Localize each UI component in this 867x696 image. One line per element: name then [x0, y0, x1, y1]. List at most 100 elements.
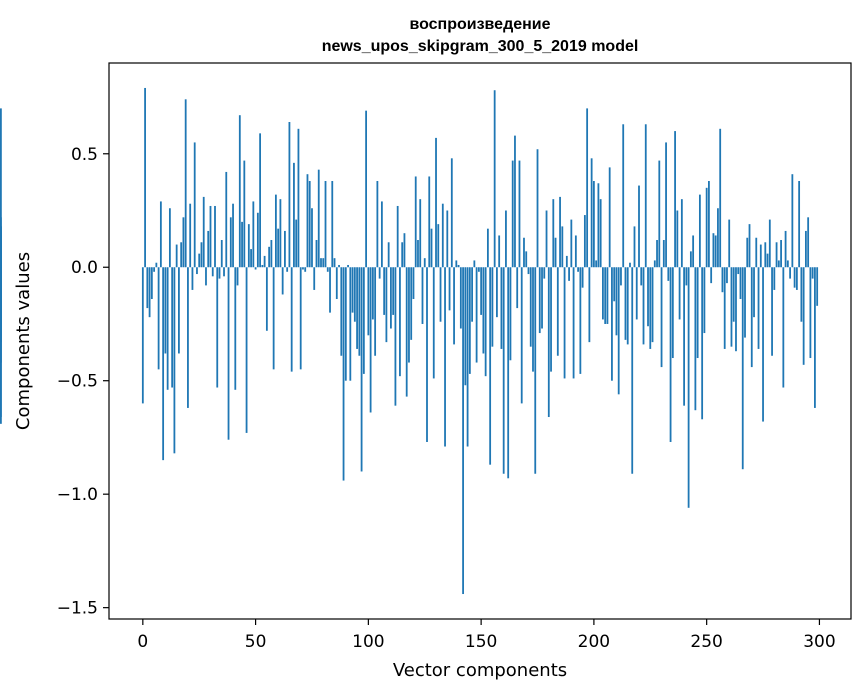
bar-170	[525, 251, 528, 268]
bar-249	[703, 267, 706, 334]
bar-223	[644, 124, 647, 268]
bar-161	[505, 210, 507, 268]
bar-213	[622, 124, 625, 268]
bar-172	[529, 267, 532, 347]
bar-1	[144, 87, 146, 268]
y-tick-label: −0.5	[57, 372, 98, 392]
bar-77	[315, 240, 318, 268]
bar-117	[405, 267, 408, 397]
bar-244	[692, 235, 695, 268]
bar-297	[811, 267, 814, 279]
bar-94	[353, 267, 356, 322]
y-tick-label: 0.0	[71, 258, 98, 278]
bar-undefined	[0, 262, 2, 268]
bar-53	[261, 264, 264, 268]
bar-38	[227, 267, 230, 440]
y-axis: −1.5 −1.0 −0.5 0.0 0.5	[57, 145, 109, 619]
bar-121	[414, 176, 417, 268]
bar-158	[498, 235, 501, 268]
bar-264	[737, 267, 740, 275]
bar-136	[448, 267, 451, 311]
bar-115	[401, 242, 404, 268]
bar-296	[809, 267, 812, 359]
bar-71	[302, 267, 304, 270]
bar-102	[371, 267, 374, 320]
bar-125	[423, 258, 426, 268]
bar-26	[200, 242, 203, 268]
bar-208	[611, 267, 613, 381]
bar-217	[631, 267, 634, 474]
bar-98	[362, 267, 365, 374]
bar-90	[344, 267, 347, 381]
bar-276	[764, 242, 767, 268]
bar-155	[491, 267, 494, 347]
bar-156	[493, 90, 496, 268]
bar-41	[234, 267, 237, 390]
bar-215	[626, 267, 629, 345]
bar-4	[150, 267, 153, 300]
bar-122	[417, 240, 419, 268]
x-tick-label: 250	[690, 632, 722, 652]
bar-267	[744, 267, 746, 338]
bar-8	[159, 201, 162, 268]
bar-97	[360, 267, 363, 472]
bar-189	[568, 267, 570, 281]
bar-163	[509, 267, 512, 361]
bar-272	[755, 237, 758, 268]
bar-200	[592, 181, 595, 268]
bar-80	[322, 258, 325, 268]
bar-261	[730, 267, 733, 347]
bar-112	[394, 267, 397, 406]
bar-195	[581, 267, 584, 288]
bar-106	[380, 201, 383, 268]
bar-54	[263, 255, 266, 268]
bar-243	[689, 251, 692, 268]
bar-132	[439, 267, 442, 322]
bar-241	[685, 267, 688, 286]
bar-251	[708, 181, 710, 268]
bar-268	[746, 237, 749, 268]
bar-undefined	[0, 267, 2, 363]
x-tick-label: 300	[803, 632, 835, 652]
bar-62	[281, 267, 284, 295]
bar-undefined	[0, 108, 2, 268]
bar-134	[444, 267, 446, 447]
bar-151	[482, 267, 485, 354]
bar-209	[613, 267, 616, 302]
bar-180	[547, 267, 550, 418]
y-tick-label: −1.5	[57, 599, 98, 619]
bar-193	[577, 267, 579, 272]
bar-6	[155, 262, 158, 268]
bar-104	[376, 181, 379, 268]
bar-141	[459, 267, 462, 329]
bar-86	[335, 267, 338, 300]
bar-32	[214, 205, 216, 268]
bar-108	[385, 267, 388, 343]
bar-120	[412, 267, 415, 300]
bar-224	[647, 267, 649, 327]
bar-184	[556, 267, 559, 356]
bar-24	[196, 267, 198, 275]
bar-113	[396, 205, 399, 268]
bar-68	[295, 219, 298, 268]
bar-5	[153, 267, 155, 272]
bar-75	[311, 208, 313, 268]
bar-239	[680, 199, 683, 268]
bar-201	[595, 260, 598, 268]
bar-65	[288, 122, 291, 268]
bar-9	[162, 267, 165, 461]
bar-236	[674, 131, 676, 268]
bar-147	[473, 260, 476, 268]
plot-area-frame	[108, 62, 852, 620]
bar-18	[182, 217, 185, 268]
bar-144	[466, 267, 469, 447]
bar-19	[184, 99, 187, 268]
bar-100	[367, 267, 370, 336]
bar-283	[780, 240, 782, 268]
bar-287	[789, 267, 791, 279]
bar-232	[665, 142, 667, 268]
bar-99	[365, 110, 367, 268]
bar-123	[419, 199, 422, 268]
bar-149	[477, 267, 480, 272]
bar-30	[209, 205, 212, 268]
